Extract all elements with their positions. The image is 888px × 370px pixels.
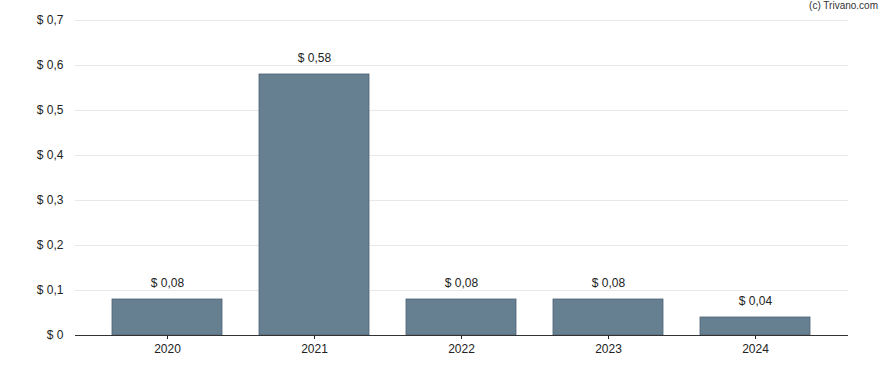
svg-text:$ 0,04: $ 0,04	[739, 294, 773, 308]
svg-text:2021: 2021	[301, 342, 328, 356]
svg-text:2024: 2024	[742, 342, 769, 356]
svg-text:$ 0,5: $ 0,5	[37, 103, 64, 117]
svg-text:$ 0,3: $ 0,3	[37, 193, 64, 207]
html-text:(c) Trivano.com: (c) Trivano.com	[809, 0, 878, 11]
svg-text:$ 0: $ 0	[47, 328, 64, 342]
svg-text:$ 0,6: $ 0,6	[37, 58, 64, 72]
svg-text:$ 0,2: $ 0,2	[37, 238, 64, 252]
svg-text:$ 0,4: $ 0,4	[37, 148, 64, 162]
svg-text:$ 0,08: $ 0,08	[592, 276, 626, 290]
svg-text:$ 0,58: $ 0,58	[298, 51, 332, 65]
svg-text:2020: 2020	[154, 342, 181, 356]
svg-text:$ 0,08: $ 0,08	[445, 276, 479, 290]
svg-text:$ 0,1: $ 0,1	[37, 283, 64, 297]
svg-text:$ 0,08: $ 0,08	[151, 276, 185, 290]
svg-text:2022: 2022	[448, 342, 475, 356]
svg-text:2023: 2023	[595, 342, 622, 356]
svg-text:$ 0,7: $ 0,7	[37, 13, 64, 27]
